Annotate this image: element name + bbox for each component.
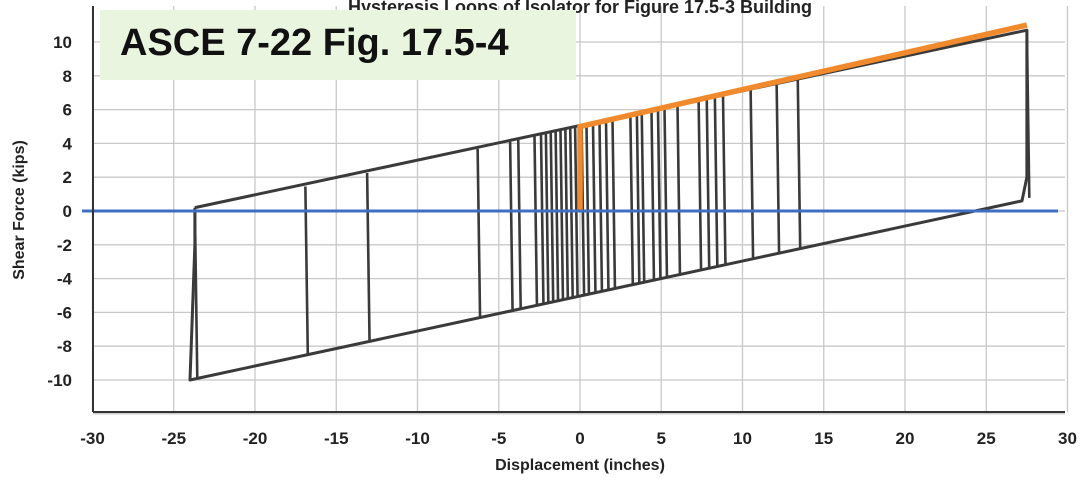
reversal-branch [705, 98, 711, 268]
x-tick-label: 15 [814, 429, 833, 448]
reversal-branch [598, 122, 604, 292]
reversal-branch [640, 112, 646, 283]
x-tick-label: 20 [896, 429, 915, 448]
reversal-branch [591, 123, 597, 293]
x-tick-label: 10 [733, 429, 752, 448]
x-tick-label: -30 [80, 429, 105, 448]
reversal-branch [629, 115, 635, 285]
x-tick-label: 0 [575, 429, 584, 448]
y-tick-label: 2 [63, 168, 72, 187]
reversal-branch [554, 131, 560, 301]
axes [92, 6, 1065, 413]
x-tick-label: 30 [1058, 429, 1077, 448]
reversal-branch [559, 130, 565, 300]
reversal-branch [635, 114, 641, 284]
reversal-branch [697, 100, 703, 270]
reversal-branch [775, 83, 781, 253]
reversal-branch [721, 95, 727, 265]
backbone-line [577, 22, 1028, 211]
y-axis-title: Shear Force (kips) [11, 140, 28, 280]
x-tick-label: 5 [657, 429, 666, 448]
figure-reference-box: ASCE 7-22 Fig. 17.5-4 [100, 10, 576, 80]
reversal-branch [365, 172, 371, 343]
reversal-branch [193, 210, 199, 380]
y-tick-label: 4 [63, 134, 73, 153]
x-tick-label: -5 [491, 429, 506, 448]
reversal-branch [539, 134, 545, 305]
reversal-branch [749, 89, 755, 259]
y-tick-label: -10 [47, 371, 72, 390]
reversal-branch [650, 110, 656, 280]
reversal-branch [676, 105, 682, 275]
reversal-branch [604, 120, 610, 290]
reversal-branch [516, 139, 522, 310]
backbone-curve [577, 22, 1028, 211]
y-tick-label: 6 [63, 101, 72, 120]
y-tick-label: 10 [53, 33, 72, 52]
y-tick-label: -4 [57, 270, 73, 289]
y-tick-label: 8 [63, 67, 72, 86]
reversal-branch [544, 133, 550, 303]
y-tick-label: -8 [57, 337, 72, 356]
figure-reference-label: ASCE 7-22 Fig. 17.5-4 [120, 22, 509, 64]
x-tick-label: -15 [324, 429, 349, 448]
reversal-branch [663, 108, 669, 278]
reversal-branch [304, 186, 310, 356]
reversal-branch [549, 132, 555, 302]
y-tick-labels: -10 -8 -6 -4 -2 0 2 4 6 8 10 [47, 33, 72, 390]
x-tick-label: -10 [405, 429, 430, 448]
reversal-branch [796, 78, 802, 248]
reversal-branch [568, 128, 574, 298]
hysteresis-loops [188, 28, 1031, 382]
reversal-branch [476, 148, 482, 318]
y-tick-label: 0 [63, 202, 72, 221]
x-tick-label: 25 [977, 429, 996, 448]
x-tick-label: -20 [243, 429, 268, 448]
reversal-branch [713, 97, 719, 267]
reversal-branch [611, 119, 617, 289]
reversal-branch [1025, 30, 1031, 198]
y-tick-label: -6 [57, 303, 72, 322]
reversal-branch [533, 136, 539, 306]
reversal-branch [564, 129, 570, 299]
reversal-branch [656, 109, 662, 279]
y-tick-label: -2 [57, 236, 72, 255]
x-axis-title: Displacement (inches) [495, 457, 665, 474]
x-tick-label: -25 [161, 429, 186, 448]
x-tick-labels: -30 -25 -20 -15 -10 -5 0 5 10 15 20 25 30 [80, 429, 1077, 448]
reversal-branch [508, 141, 514, 311]
